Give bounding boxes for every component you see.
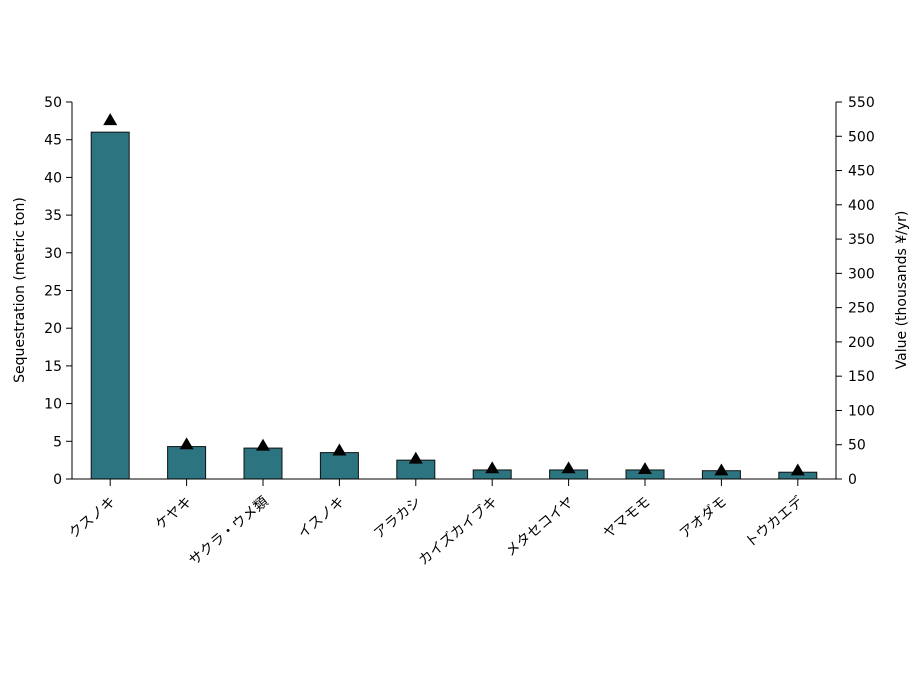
- y-tick-label-left: 50: [44, 95, 62, 111]
- marker-point: [179, 437, 194, 450]
- left-axis: 0 5 10 15 20 25 30 35 40 45 50: [44, 95, 73, 488]
- marker-point: [332, 443, 347, 456]
- y-tick-label-right: 500: [848, 129, 875, 145]
- bar: [243, 447, 283, 480]
- y-tick-label-right: 200: [848, 335, 875, 351]
- marker-point: [790, 463, 805, 476]
- bar-series: [90, 131, 818, 480]
- y-tick-label-right: 150: [848, 369, 875, 385]
- marker-point: [485, 461, 500, 474]
- marker-point: [408, 451, 423, 464]
- x-tick-label: ケヤキ: [153, 494, 195, 533]
- y-tick-label-right: 250: [848, 301, 875, 317]
- y-tick-label-right: 0: [848, 472, 857, 488]
- marker-point: [561, 461, 576, 474]
- x-axis: クスノキ ケヤキサクラ・ウメ類 イスノキ アラカシカイズカイブキ メタセコイヤ ヤマモモア…: [66, 478, 836, 569]
- y-tick-label-left: 10: [44, 397, 62, 413]
- y-tick-label-left: 30: [44, 246, 62, 262]
- y-tick-label-left: 45: [44, 133, 62, 149]
- y-axis-title-right: Value (thousands ¥/yr): [894, 211, 910, 370]
- y-tick-label-left: 5: [53, 434, 62, 450]
- x-tick-label: サクラ・ウメ類: [186, 494, 271, 569]
- y-tick-label-right: 400: [848, 198, 875, 214]
- bar: [90, 131, 130, 480]
- bar: [319, 452, 359, 480]
- marker-point: [103, 113, 118, 126]
- y-tick-label-left: 15: [44, 359, 62, 375]
- x-tick-label: クスノキ: [66, 494, 119, 542]
- x-tick-label: アオダモ: [677, 494, 730, 542]
- y-tick-label-right: 300: [848, 266, 875, 282]
- y-tick-label-right: 350: [848, 232, 875, 248]
- y-tick-label-left: 0: [53, 472, 62, 488]
- marker-point: [714, 463, 729, 476]
- x-tick-label: イスノキ: [295, 494, 348, 542]
- y-tick-label-left: 25: [44, 284, 62, 300]
- x-tick-label: ヤマモモ: [600, 494, 653, 542]
- x-tick-label: トウカエデ: [742, 493, 807, 551]
- bar: [167, 446, 207, 480]
- y-tick-label-right: 550: [848, 95, 875, 111]
- marker-point: [256, 438, 270, 451]
- marker-series: [103, 113, 805, 476]
- y-tick-label-right: 100: [848, 403, 875, 419]
- x-tick-label: メタセコイヤ: [503, 494, 577, 560]
- y-axis-title-left: Sequestration (metric ton): [12, 197, 28, 383]
- y-tick-label-left: 20: [44, 321, 62, 337]
- right-axis: 0 50 100 150 200 250 300 350 400 450 500 550: [835, 95, 875, 488]
- y-tick-label-left: 35: [44, 208, 62, 224]
- y-tick-label-left: 40: [44, 170, 62, 186]
- y-tick-label-right: 450: [848, 164, 875, 180]
- y-tick-label-right: 50: [848, 438, 866, 454]
- x-tick-label: アラカシ: [371, 494, 424, 542]
- x-tick-label: カイズカイブキ: [415, 493, 501, 569]
- marker-point: [638, 462, 652, 474]
